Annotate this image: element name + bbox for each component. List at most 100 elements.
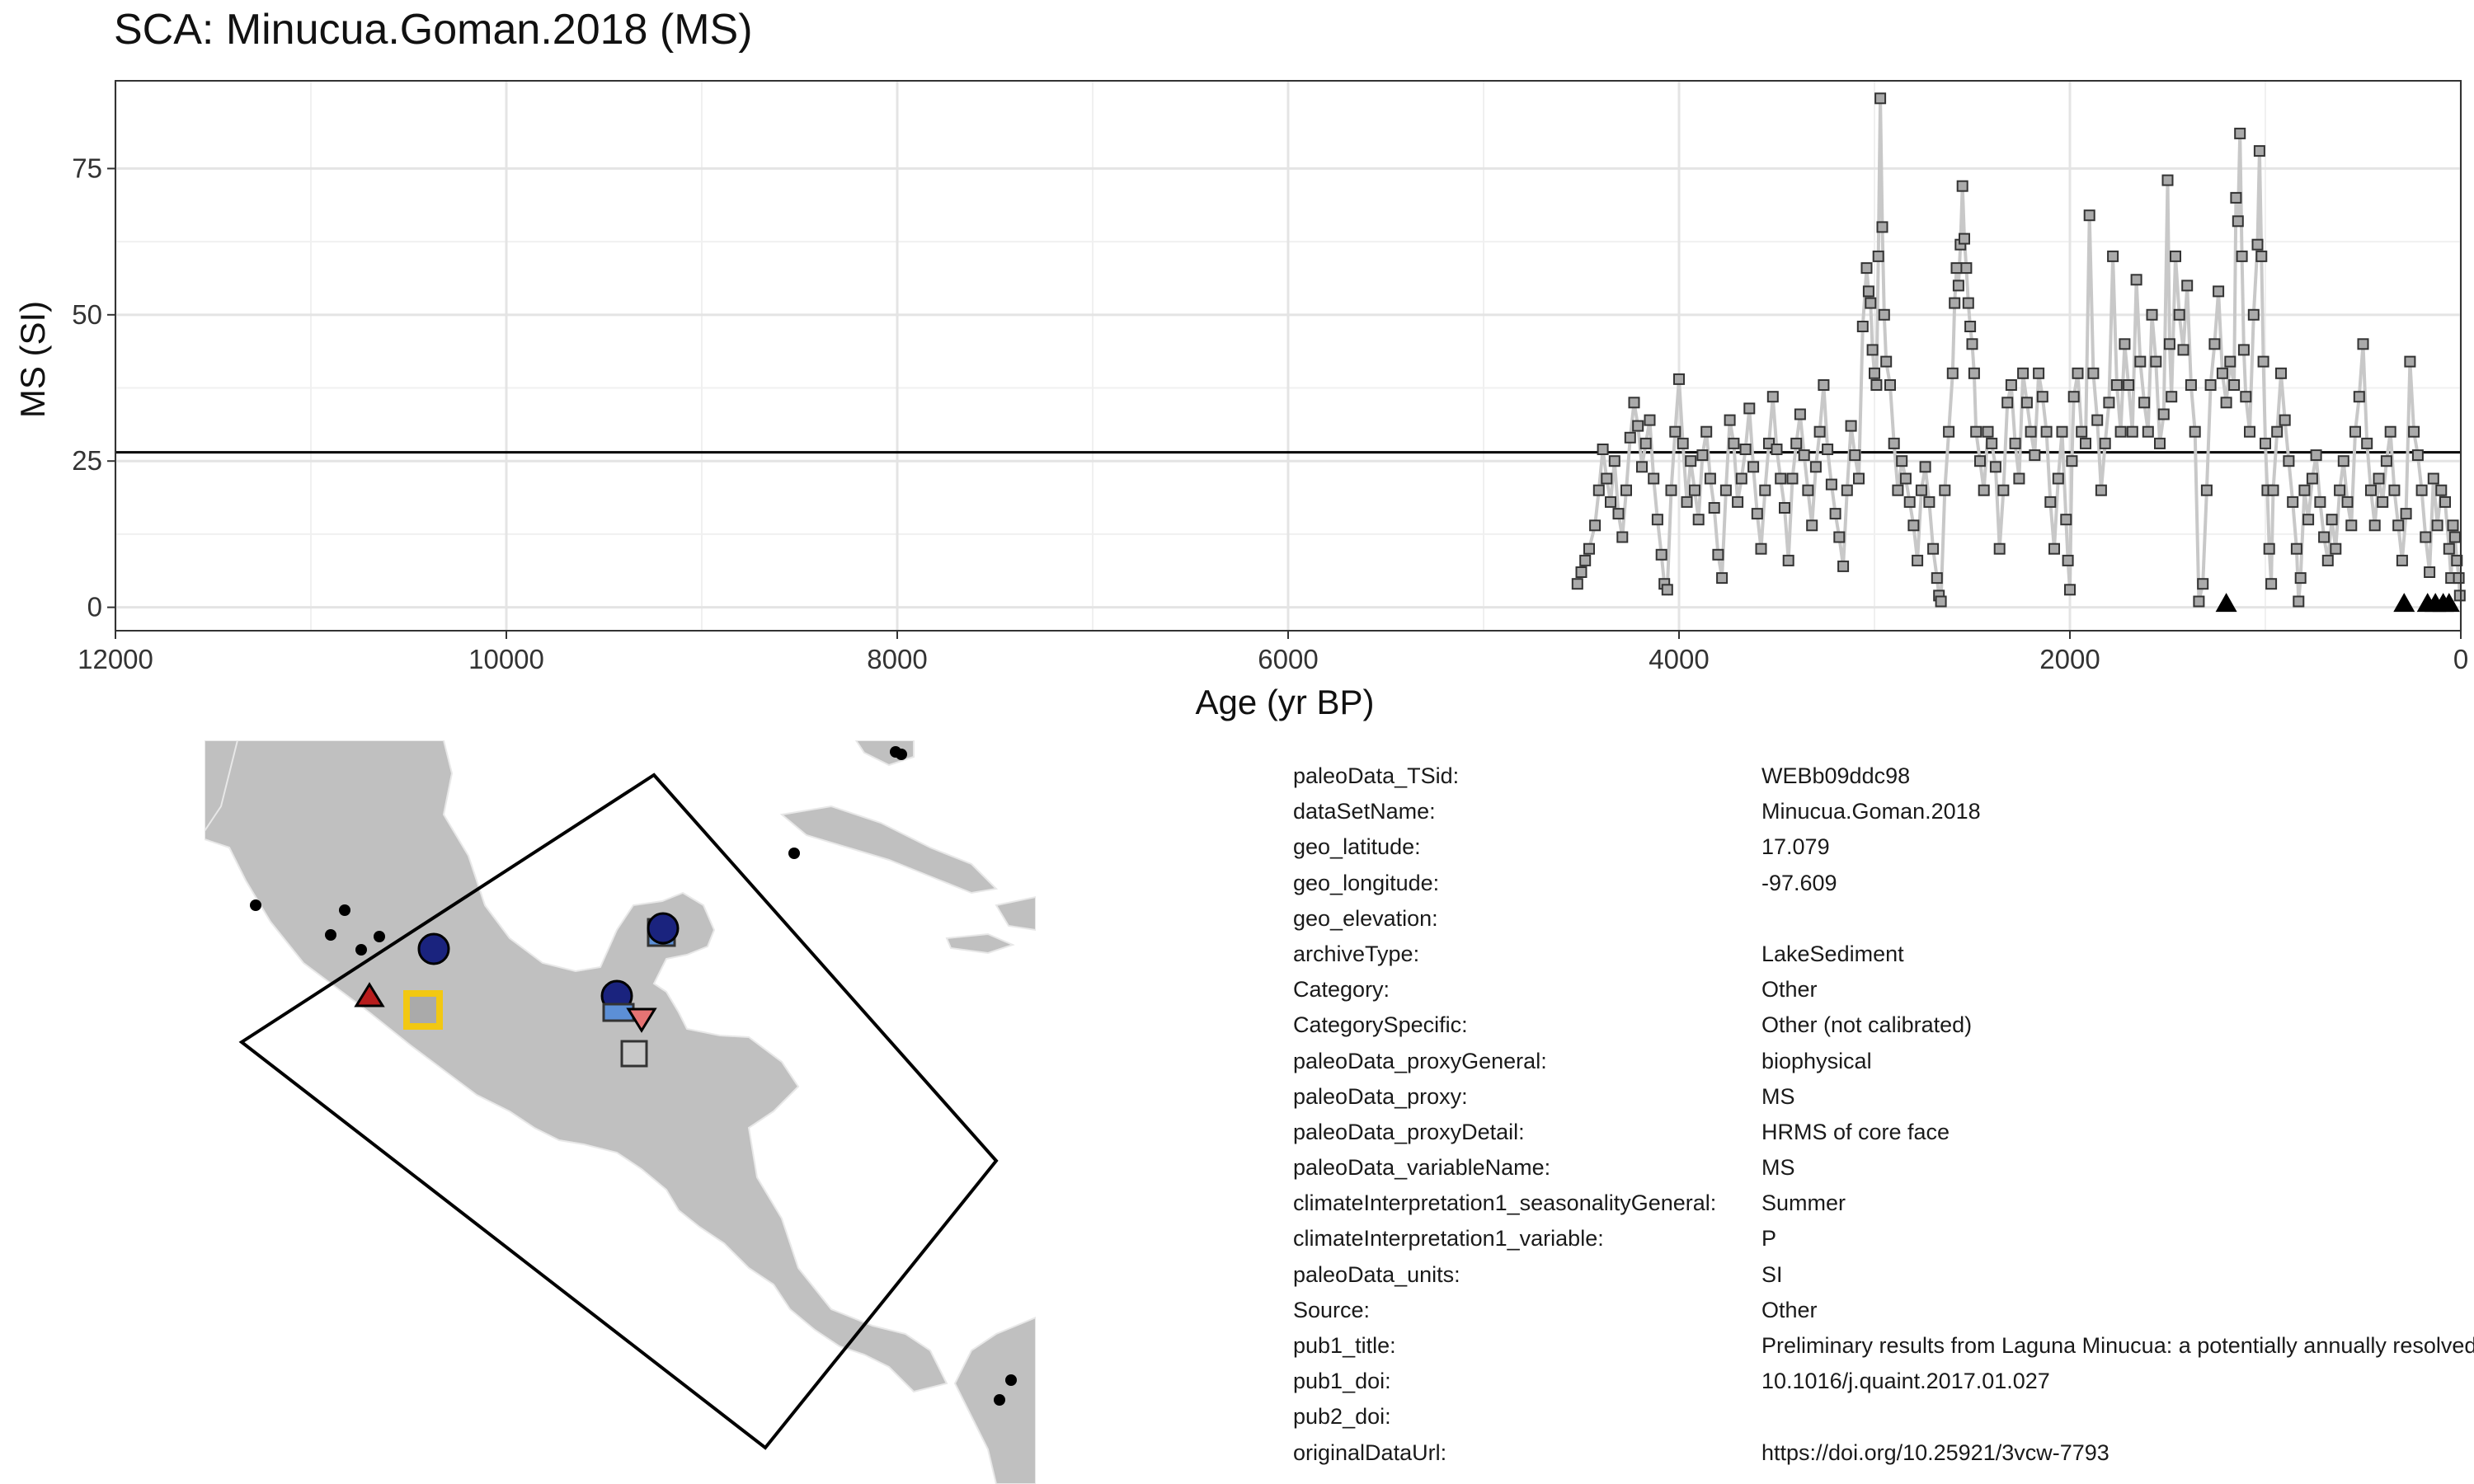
data-point <box>2448 531 2461 543</box>
metadata-value: SI <box>1761 1261 1783 1287</box>
data-point <box>1818 379 1830 391</box>
metadata-key: climateInterpretation1_seasonalityGenera… <box>1293 1190 1717 1216</box>
metadata-row: Category: Other <box>1293 972 2474 1007</box>
data-point <box>2253 145 2265 157</box>
data-point <box>1949 297 1961 309</box>
data-point <box>1708 502 1720 514</box>
metadata-key: geo_elevation: <box>1293 905 1438 931</box>
data-point <box>1968 367 1980 379</box>
jamaica-island <box>945 932 1015 955</box>
data-point <box>1786 472 1799 485</box>
data-point <box>2353 391 2365 403</box>
data-point <box>2435 484 2448 496</box>
data-point <box>2400 508 2412 520</box>
data-point <box>2431 519 2443 532</box>
metadata-value: MS <box>1761 1083 1795 1109</box>
metadata-table: paleoData_TSid: WEBb09ddc98 dataSetName: Mi… <box>1293 758 2474 1471</box>
x-tick-label: 6000 <box>1258 644 1318 674</box>
data-point <box>2232 215 2244 228</box>
site-circle-navy <box>417 932 450 965</box>
metadata-key: originalDataUrl: <box>1293 1439 1447 1465</box>
data-point <box>2142 425 2154 438</box>
data-point <box>2392 519 2405 532</box>
data-point <box>1724 414 1736 426</box>
data-point <box>1782 554 1794 566</box>
data-point <box>1624 431 1636 444</box>
data-point <box>2224 355 2236 368</box>
metadata-row: archiveType: LakeSediment <box>1293 937 2474 972</box>
data-point <box>1735 472 1747 485</box>
data-point <box>2005 379 2017 391</box>
data-point <box>1632 420 1644 432</box>
data-point <box>1837 560 1850 572</box>
data-point <box>1612 508 1625 520</box>
data-point <box>2040 425 2053 438</box>
data-point <box>2062 554 2074 566</box>
data-point <box>2302 514 2315 526</box>
data-point <box>1751 508 1763 520</box>
data-point <box>2334 484 2346 496</box>
data-point <box>2189 425 2201 438</box>
data-point <box>2197 578 2209 590</box>
metadata-row: paleoData_proxy: MS <box>1293 1079 2474 1115</box>
data-point <box>1605 495 1616 508</box>
data-point <box>2200 484 2213 496</box>
data-point <box>2095 484 2107 496</box>
data-point <box>1681 495 1693 508</box>
site-dot <box>325 929 336 941</box>
data-point <box>2181 279 2194 292</box>
data-point <box>2154 437 2166 449</box>
data-point <box>2294 572 2307 585</box>
data-point <box>1755 542 1767 555</box>
data-point <box>2251 238 2264 251</box>
data-point <box>2373 472 2385 485</box>
data-point <box>2279 414 2291 426</box>
data-point <box>1655 548 1667 561</box>
data-point <box>1766 391 1779 403</box>
metadata-row: geo_elevation: <box>1293 901 2474 937</box>
data-point <box>2453 589 2466 602</box>
data-point <box>2357 338 2369 350</box>
data-point <box>2255 250 2268 262</box>
data-point <box>1872 250 1884 262</box>
data-point <box>1935 595 1947 608</box>
data-point <box>1712 548 1724 561</box>
data-point <box>2330 542 2342 555</box>
site-triangle-down-pink <box>626 1007 657 1033</box>
data-point <box>2321 554 2334 566</box>
metadata-key: geo_longitude: <box>1293 870 1440 895</box>
metadata-key: dataSetName: <box>1293 799 1436 824</box>
metadata-value: Other (not calibrated) <box>1761 1012 1973 1038</box>
data-point <box>1869 367 1880 379</box>
y-axis-label: MS (SI) <box>13 301 52 418</box>
data-point <box>2185 379 2197 391</box>
site-dot <box>339 904 350 916</box>
y-tick-label: 0 <box>87 592 102 622</box>
metadata-key: climateInterpretation1_variable: <box>1293 1226 1604 1252</box>
x-tick-label: 0 <box>2453 644 2468 674</box>
data-point <box>1919 461 1931 473</box>
data-point <box>2234 127 2246 139</box>
data-point <box>1970 425 1982 438</box>
data-point <box>2260 437 2271 449</box>
data-point <box>1927 542 1940 555</box>
data-point <box>1620 484 1632 496</box>
age-control-triangle <box>2438 593 2460 613</box>
data-point <box>2025 425 2037 438</box>
metadata-value: Other <box>1761 1297 1818 1322</box>
data-point <box>2318 531 2331 543</box>
data-point <box>2237 344 2250 356</box>
age-control-markers <box>2215 593 2460 613</box>
data-point <box>2103 397 2115 409</box>
x-tick-label: 12000 <box>78 644 153 674</box>
data-point <box>2263 542 2275 555</box>
data-point <box>1601 472 1613 485</box>
data-point <box>2130 274 2142 286</box>
site-square-gray <box>620 1040 648 1068</box>
metadata-row: paleoData_units: SI <box>1293 1257 2474 1293</box>
data-point <box>1939 484 1951 496</box>
data-point <box>2451 554 2463 566</box>
data-point <box>2396 554 2408 566</box>
baja-peninsula <box>205 740 239 833</box>
data-point <box>2293 595 2305 608</box>
